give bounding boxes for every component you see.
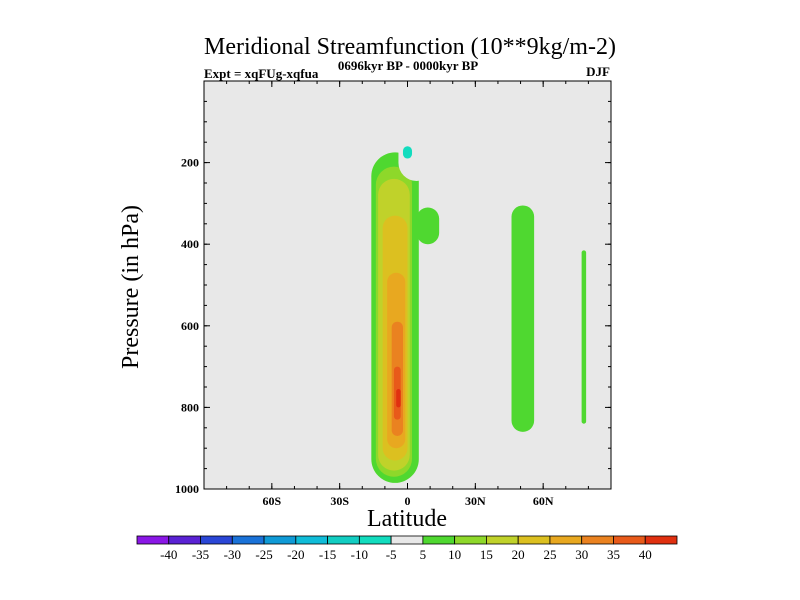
colorbar-swatch (358, 535, 392, 545)
colorbar-label: 10 (448, 547, 461, 562)
colorbar-label: -10 (351, 547, 368, 562)
colorbar-label: 40 (639, 547, 652, 562)
plot-area: 60S 30S 0 30N 60N 200 400 600 800 1000 (175, 80, 612, 508)
y-tick-label: 200 (181, 156, 199, 170)
time-range-label: 0696kyr BP - 0000kyr BP (338, 58, 478, 73)
colorbar-swatch (517, 535, 551, 545)
colorbar-label: 15 (480, 547, 493, 562)
contour-region-11 (491, 81, 503, 139)
colorbar-label: 35 (607, 547, 620, 562)
colorbar-label: -30 (224, 547, 241, 562)
colorbar-swatch (454, 535, 487, 545)
colorbar-swatch (549, 535, 583, 545)
contour-region-14 (581, 250, 587, 424)
colorbar-swatch (644, 535, 678, 545)
colorbar-swatch (613, 535, 646, 545)
contour-region-10 (434, 158, 492, 451)
colorbar-swatch (486, 535, 519, 545)
x-tick-label: 30N (465, 494, 486, 508)
colorbar-label: -5 (386, 547, 397, 562)
colorbar-swatch (200, 535, 233, 545)
colorbar-swatch (168, 535, 201, 545)
colorbar-label: -40 (160, 547, 177, 562)
colorbar-swatch (581, 535, 614, 545)
colorbar-swatch (263, 535, 297, 545)
colorbar-swatch (231, 535, 265, 545)
x-axis-label: Latitude (367, 506, 447, 532)
y-axis-label: Pressure (in hPa) (118, 205, 144, 369)
colorbar-label: -35 (192, 547, 209, 562)
colorbar-label: 25 (543, 547, 556, 562)
x-tick-label: 0 (405, 494, 411, 508)
colorbar-label: 20 (512, 547, 525, 562)
y-tick-label: 800 (181, 400, 199, 414)
colorbar-swatch (422, 535, 456, 545)
y-tick-label: 600 (181, 319, 199, 333)
colorbar-label: -25 (255, 547, 272, 562)
colorbar: -40 -35 -30 -25 -20 -15 -10 -5 5 10 15 20 25 30 35 40 (136, 535, 678, 562)
y-tick-label: 1000 (175, 482, 199, 496)
experiment-label: Expt = xqFUg-xqfua (204, 66, 319, 81)
colorbar-label: 5 (420, 547, 427, 562)
colorbar-swatch (295, 535, 328, 545)
contour-region-9 (402, 146, 413, 159)
contour-region-12 (416, 207, 440, 245)
colorbar-label: -15 (319, 547, 336, 562)
contour-region-7 (396, 389, 401, 408)
colorbar-label: 30 (575, 547, 588, 562)
colorbar-label: -20 (287, 547, 304, 562)
contour-region-13 (511, 205, 535, 432)
x-tick-label: 60S (262, 494, 281, 508)
colorbar-swatch (327, 535, 360, 545)
y-tick-label: 400 (181, 237, 199, 251)
colorbar-swatch (390, 535, 424, 545)
x-tick-label: 30S (330, 494, 349, 508)
chart-title: Meridional Streamfunction (10**9kg/m-2) (204, 34, 616, 60)
colorbar-swatch (136, 535, 170, 545)
season-label: DJF (586, 64, 610, 79)
contour-region-8 (398, 81, 435, 181)
x-tick-label: 60N (533, 494, 554, 508)
